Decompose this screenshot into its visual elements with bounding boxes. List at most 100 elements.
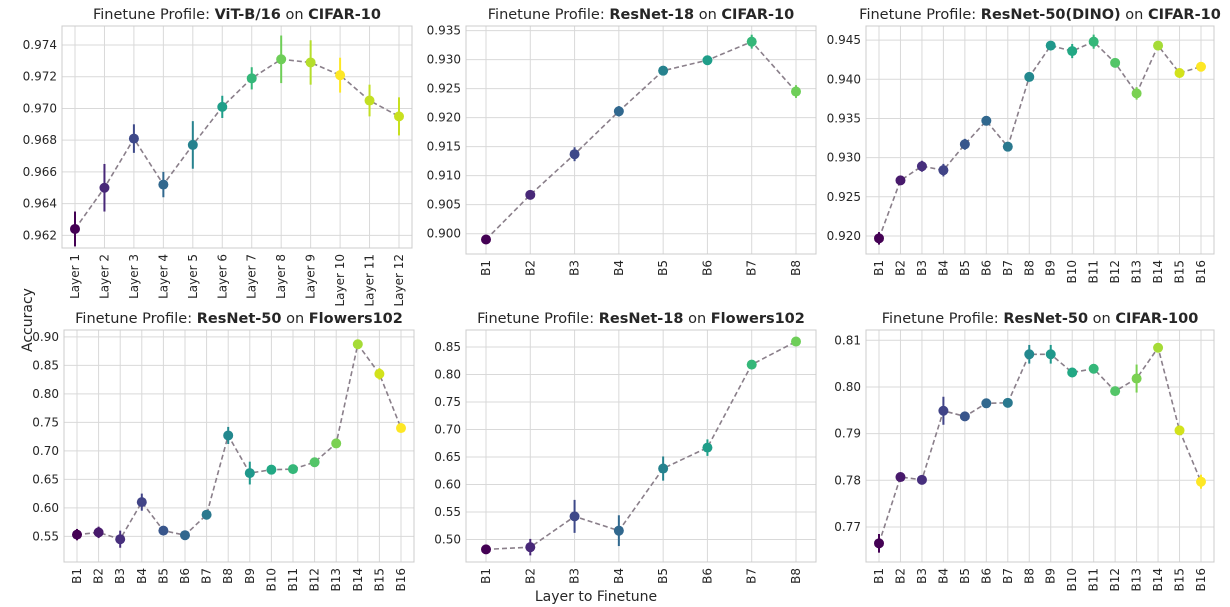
- x-tick-label: B7: [745, 568, 759, 584]
- x-tick-label: Layer 10: [333, 254, 347, 307]
- data-point: [1174, 68, 1185, 79]
- chart-title: Finetune Profile: ResNet-50 on Flowers10…: [75, 311, 403, 327]
- y-tick-label: 0.50: [434, 532, 461, 546]
- y-tick-label: 0.85: [32, 358, 59, 372]
- x-tick-label: B4: [612, 568, 626, 584]
- series-line: [485, 340, 797, 551]
- data-point: [180, 530, 190, 541]
- chart-title-model: ViT-B/16: [215, 7, 281, 23]
- x-tick-label: B5: [656, 568, 670, 584]
- data-point: [1088, 363, 1099, 374]
- data-point: [1196, 61, 1206, 72]
- data-point: [93, 527, 104, 538]
- data-point: [481, 234, 491, 245]
- x-tick-label: B7: [1001, 260, 1015, 276]
- data-point: [246, 73, 257, 84]
- y-tick-label: 0.935: [827, 111, 861, 125]
- data-point: [1174, 425, 1185, 436]
- y-tick-label: 0.910: [427, 169, 461, 183]
- x-tick-label: B4: [936, 568, 950, 584]
- chart-title-joiner: on: [1121, 7, 1148, 23]
- x-tick-label: B8: [1022, 568, 1036, 584]
- x-tick-label: B12: [1108, 260, 1122, 284]
- y-tick-label: 0.80: [834, 380, 861, 394]
- y-tick-label: 0.915: [427, 140, 461, 154]
- x-tick-label: B12: [1108, 568, 1122, 592]
- x-tick-label: B12: [308, 568, 322, 592]
- data-point: [916, 161, 927, 172]
- data-point: [276, 54, 287, 65]
- chart-title: Finetune Profile: ResNet-18 on CIFAR-10: [488, 7, 795, 23]
- data-point: [1002, 141, 1013, 152]
- y-tick-label: 0.945: [827, 33, 861, 47]
- y-tick-label: 0.75: [32, 415, 59, 429]
- global-y-axis-label: Accuracy: [20, 288, 36, 352]
- data-point: [1067, 367, 1078, 378]
- data-point: [364, 95, 375, 106]
- chart-panel-5: 0.50 0.55 0.60 0.65 0.70 0.75 0.80 0.85 B1 B2 B3 B4…: [434, 311, 817, 584]
- data-point: [658, 65, 669, 76]
- data-point: [305, 57, 316, 68]
- chart-panel-1: 0.962 0.964 0.966 0.968 0.970 0.972 0.974 Layer…: [23, 7, 413, 307]
- y-tick-label: 0.940: [827, 72, 861, 86]
- data-point: [352, 339, 363, 350]
- data-point: [70, 223, 80, 234]
- x-tick-label: B3: [568, 260, 582, 276]
- data-point: [217, 101, 228, 112]
- data-point: [702, 55, 713, 66]
- axes-frame: [61, 25, 413, 249]
- x-tick-label: B2: [523, 260, 537, 276]
- x-tick-label: B16: [394, 568, 408, 592]
- data-point: [895, 472, 906, 483]
- data-point: [1131, 373, 1142, 384]
- axes-frame: [865, 25, 1215, 255]
- data-point: [1153, 40, 1164, 51]
- x-tick-label: B9: [1044, 260, 1058, 276]
- x-tick-label: B4: [135, 568, 149, 584]
- chart-title: Finetune Profile: ResNet-50(DINO) on CIF…: [859, 7, 1221, 23]
- x-tick-label: B15: [372, 568, 386, 592]
- data-point: [99, 182, 110, 193]
- chart-panel-3: 0.920 0.925 0.930 0.935 0.940 0.945 B1 B2 B3 B4 B5…: [827, 7, 1221, 284]
- data-point: [115, 534, 126, 545]
- x-tick-label: B4: [612, 260, 626, 276]
- x-tick-label: Layer 2: [97, 254, 111, 299]
- x-tick-label: B10: [1065, 568, 1079, 592]
- x-tick-label: Layer 6: [215, 254, 229, 299]
- y-tick-label: 0.974: [23, 38, 57, 52]
- data-point: [201, 509, 212, 520]
- y-tick-label: 0.65: [434, 450, 461, 464]
- y-tick-label: 0.966: [23, 165, 57, 179]
- data-point: [158, 525, 169, 536]
- data-point: [331, 438, 342, 449]
- x-tick-label: B13: [1130, 568, 1144, 592]
- x-tick-label: B14: [1151, 260, 1165, 284]
- series-line: [878, 345, 1202, 544]
- x-tick-label: Layer 8: [274, 254, 288, 299]
- chart-panel-6: 0.77 0.78 0.79 0.80 0.81 B1 B2 B3 B4 B5 B6 B7 B8 B9 B1…: [834, 311, 1215, 592]
- chart-title-joiner: on: [1088, 311, 1115, 327]
- data-point: [1045, 349, 1056, 360]
- data-point: [187, 139, 198, 150]
- chart-title: Finetune Profile: ViT-B/16 on CIFAR-10: [93, 7, 381, 23]
- data-point: [613, 525, 624, 536]
- x-tick-label: B10: [264, 568, 278, 592]
- data-point: [525, 542, 536, 553]
- y-tick-label: 0.925: [427, 82, 461, 96]
- chart-title-joiner: on: [694, 7, 721, 23]
- x-tick-label: B6: [700, 568, 714, 584]
- x-tick-label: B14: [1151, 568, 1165, 592]
- y-tick-label: 0.65: [32, 472, 59, 486]
- data-point: [128, 133, 139, 144]
- data-point: [525, 189, 536, 200]
- x-tick-label: B8: [789, 568, 803, 584]
- data-point: [981, 398, 992, 409]
- x-tick-label: B15: [1173, 568, 1187, 592]
- x-tick-label: B1: [70, 568, 84, 584]
- chart-title-joiner: on: [281, 311, 308, 327]
- data-point: [136, 497, 147, 508]
- data-point: [223, 430, 234, 441]
- series-line: [878, 40, 1202, 239]
- x-tick-label: B6: [178, 568, 192, 584]
